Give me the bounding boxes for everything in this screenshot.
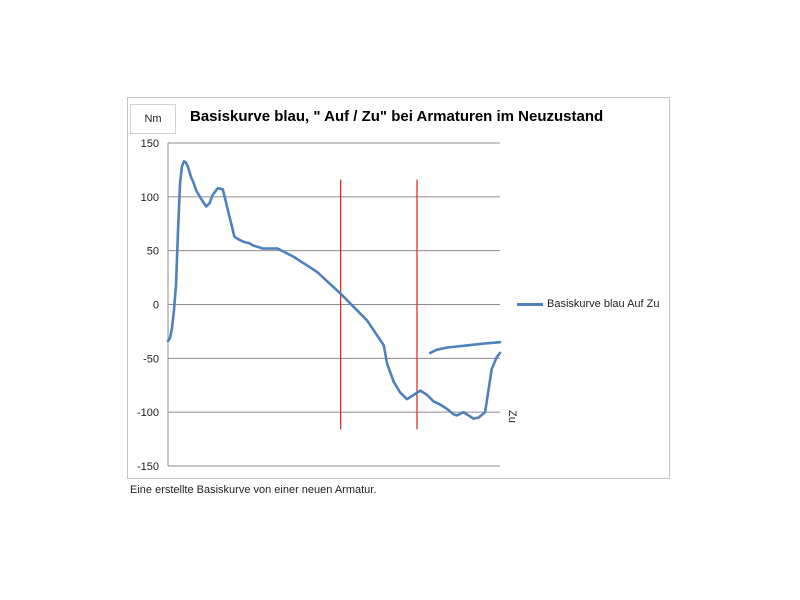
legend: Basiskurve blau Auf Zu bbox=[517, 298, 660, 310]
y-tick-label: 100 bbox=[141, 192, 159, 204]
y-tick-label: -100 bbox=[137, 407, 159, 419]
y-tick-label: -150 bbox=[137, 461, 159, 473]
series-line bbox=[166, 160, 502, 420]
legend-label: Basiskurve blau Auf Zu bbox=[547, 298, 660, 310]
chart-frame bbox=[127, 97, 670, 479]
x-axis-label: Zu bbox=[506, 410, 518, 423]
y-tick-label: -50 bbox=[143, 353, 159, 365]
unit-label: Nm bbox=[130, 104, 176, 134]
y-tick-label: 50 bbox=[147, 246, 159, 258]
y-tick-label: 0 bbox=[153, 300, 159, 312]
legend-swatch bbox=[517, 302, 543, 306]
series-line bbox=[428, 340, 502, 355]
chart-title: Basiskurve blau, " Auf / Zu" bei Armatur… bbox=[190, 108, 604, 125]
chart-caption: Eine erstellte Basiskurve von einer neue… bbox=[130, 484, 377, 496]
y-tick-label: 150 bbox=[141, 138, 159, 150]
